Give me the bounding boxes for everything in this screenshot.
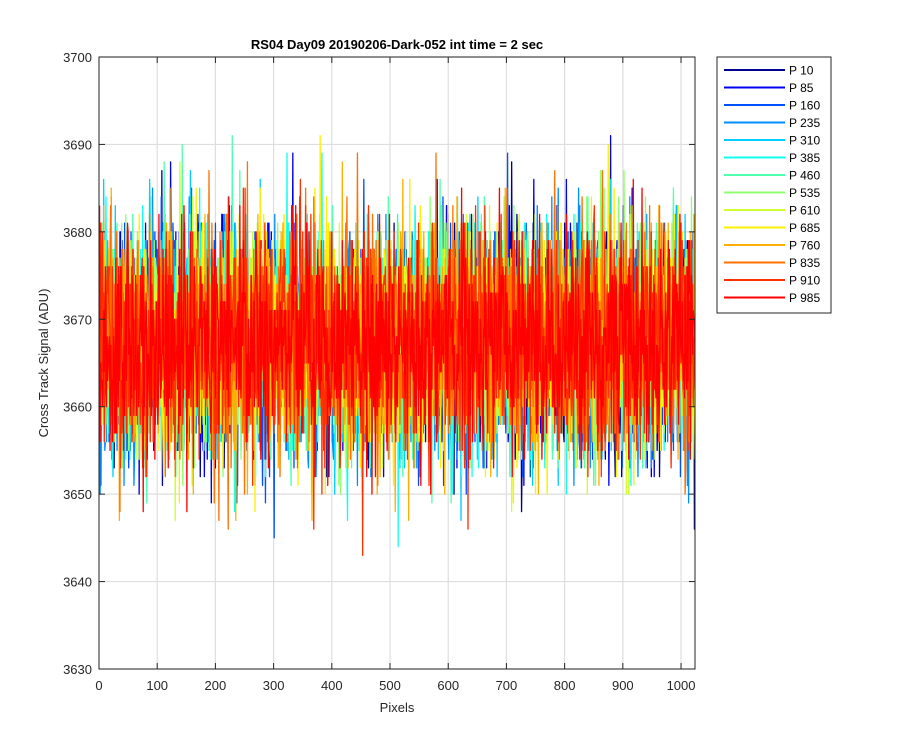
y-tick-label: 3690	[63, 137, 92, 152]
x-tick-label: 100	[146, 678, 168, 693]
x-tick-label: 0	[95, 678, 102, 693]
x-axis-label: Pixels	[380, 700, 415, 715]
legend-label: P 85	[789, 81, 814, 95]
legend-label: P 835	[789, 256, 820, 270]
y-tick-label: 3650	[63, 487, 92, 502]
y-axis-label: Cross Track Signal (ADU)	[36, 289, 51, 438]
x-tick-label: 800	[554, 678, 576, 693]
legend-label: P 10	[789, 64, 814, 78]
y-tick-label: 3640	[63, 575, 92, 590]
y-tick-label: 3660	[63, 400, 92, 415]
legend-label: P 685	[789, 221, 820, 235]
y-tick-label: 3630	[63, 662, 92, 677]
series-line-p985	[99, 178, 695, 513]
x-tick-label: 400	[321, 678, 343, 693]
x-tick-label: 600	[437, 678, 459, 693]
x-tick-label: 1000	[667, 678, 696, 693]
legend-label: P 385	[789, 151, 820, 165]
legend-label: P 910	[789, 274, 820, 288]
x-tick-label: 300	[263, 678, 285, 693]
legend-label: P 460	[789, 169, 820, 183]
legend-label: P 160	[789, 99, 820, 113]
legend-label: P 610	[789, 204, 820, 218]
legend-label: P 535	[789, 186, 820, 200]
legend-label: P 985	[789, 291, 820, 305]
y-tick-label: 3670	[63, 312, 92, 327]
legend: P 10 P 85 P 160 P 235 P 310 P 385 P 460 P 535 P …	[716, 56, 832, 314]
x-tick-label: 700	[496, 678, 518, 693]
x-tick-label: 900	[612, 678, 634, 693]
series-line-p910	[99, 178, 695, 556]
y-tick-label: 3700	[63, 50, 92, 65]
x-tick-label: 200	[205, 678, 227, 693]
chart-title: RS04 Day09 20190206-Dark-052 int time = …	[251, 37, 543, 52]
x-tick-label: 500	[379, 678, 401, 693]
plot-area: 0 100 200 300 400 500 600 700 800 900 1000 3630 3640…	[63, 50, 696, 693]
legend-box	[716, 56, 832, 314]
series-lines	[99, 135, 695, 556]
legend-label: P 235	[789, 116, 820, 130]
legend-label: P 760	[789, 239, 820, 253]
axis-ticks: 0 100 200 300 400 500 600 700 800 900 1000 3630 3640…	[63, 50, 695, 693]
axes-box	[98, 56, 696, 670]
y-tick-label: 3680	[63, 225, 92, 240]
legend-label: P 310	[789, 134, 820, 148]
